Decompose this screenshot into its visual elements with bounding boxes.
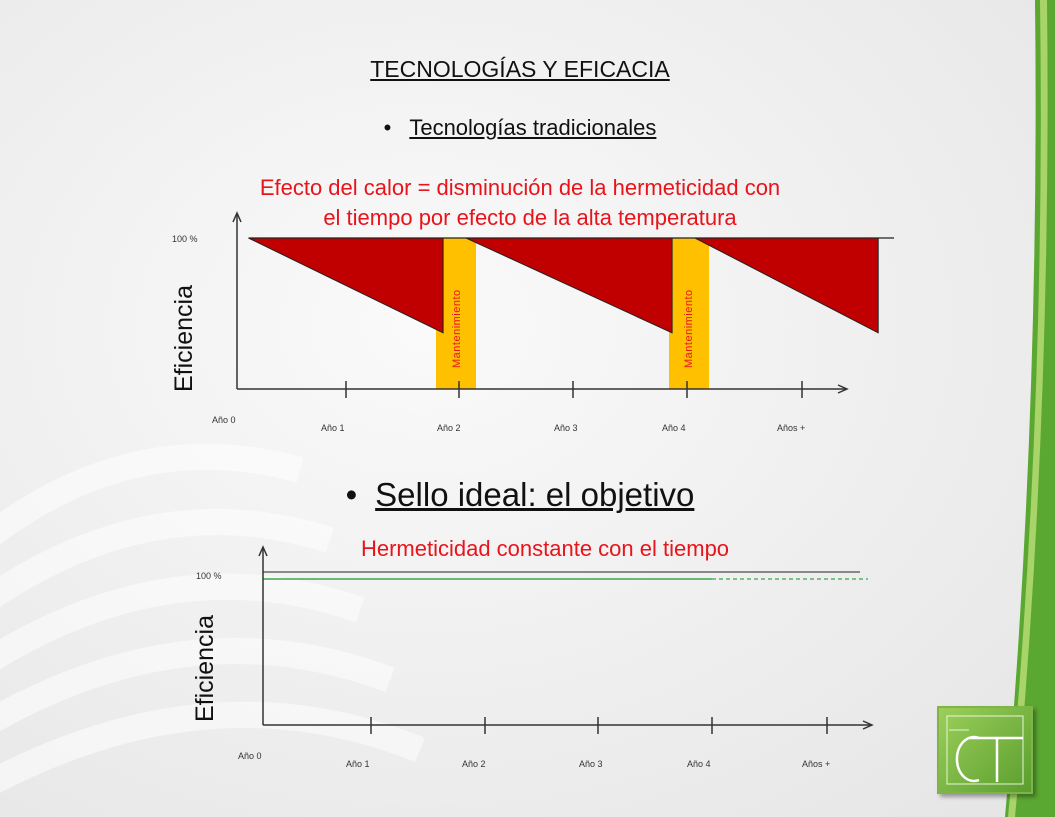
bullet-traditional-label: Tecnologías tradicionales: [409, 115, 657, 140]
maintenance-label-2: Mantenimiento: [683, 289, 695, 368]
efficiency-loss-area-1: [248, 237, 444, 334]
chart1-x-label-4: Año 4: [662, 423, 686, 433]
chart1-x-label-0: Año 0: [212, 415, 236, 425]
chart1-y-arrow: [232, 211, 242, 223]
chart2-x-label-4: Año 4: [687, 759, 711, 769]
congress-logo: [937, 706, 1033, 794]
efficiency-loss-area-3: [694, 237, 879, 334]
chart2-x-label-5: Años +: [802, 759, 831, 769]
chart1-x-label-3: Año 3: [554, 423, 578, 433]
chart1-x-label-2: Año 2: [437, 423, 461, 433]
chart2-y-top-label: 100 %: [196, 571, 222, 581]
heat-effect-caption: Efecto del calor = disminución de la her…: [180, 173, 860, 233]
maintenance-label-1: Mantenimiento: [451, 289, 463, 368]
chart2-x-label-3: Año 3: [579, 759, 603, 769]
bullet-traditional-technologies: • Tecnologías tradicionales: [0, 115, 1040, 141]
slide-title: TECNOLOGÍAS Y EFICACIA: [370, 56, 670, 82]
chart1-y-top-label: 100 %: [172, 234, 198, 244]
chart2-x-label-1: Año 1: [346, 759, 370, 769]
chart1-x-label-5: Años +: [777, 423, 806, 433]
chart2-y-arrow: [258, 545, 268, 557]
bullet-ideal-label: Sello ideal: el objetivo: [375, 476, 695, 513]
chart2-x-label-2: Año 2: [462, 759, 486, 769]
bullet-dot: •: [345, 476, 358, 513]
chart1-x-arrow: [837, 384, 849, 394]
heat-effect-line-1: Efecto del calor = disminución de la her…: [259, 175, 781, 200]
bullet-ideal-seal: • Sello ideal: el objetivo: [0, 476, 1040, 514]
chart1-y-axis-label: Eficiencia: [170, 285, 198, 392]
bullet-dot: •: [383, 115, 392, 140]
chart2-x-label-0: Año 0: [238, 751, 262, 761]
chart1-marks: [232, 211, 894, 398]
efficiency-loss-area-2: [465, 237, 673, 334]
chart2-y-axis-label: Eficiencia: [191, 615, 219, 722]
ct-logo-mark: [946, 715, 1024, 785]
chart2-marks: [258, 545, 874, 734]
chart1-x-label-1: Año 1: [321, 423, 345, 433]
constant-hermeticity-caption: Hermeticidad constante con el tiempo: [360, 536, 730, 561]
heat-effect-line-2: el tiempo por efecto de la alta temperat…: [323, 205, 737, 230]
maintenance-bar-2: [669, 238, 709, 389]
chart2-x-arrow: [862, 720, 874, 730]
